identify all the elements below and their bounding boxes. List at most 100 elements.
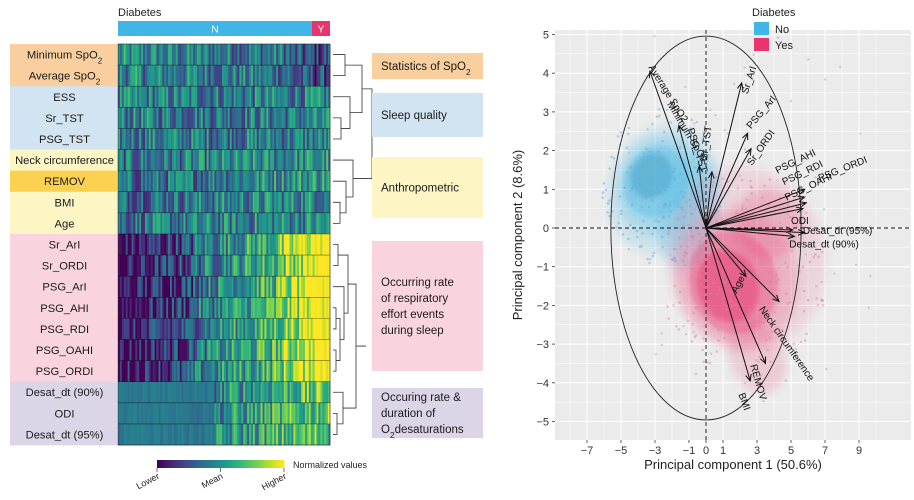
heatmap-cell [166, 402, 169, 425]
point-no [617, 222, 621, 225]
heatmap-cell [164, 233, 167, 256]
heatmap-cell [314, 381, 317, 404]
heatmap-cell [264, 297, 267, 319]
point-outlier [833, 272, 836, 275]
heatmap-cell [225, 107, 229, 129]
heatmap-cell [289, 297, 292, 319]
heatmap-cell [156, 170, 159, 193]
heatmap-cell [250, 149, 254, 171]
heatmap-cell [227, 423, 231, 446]
heatmap-cell [235, 128, 238, 150]
heatmap-cell [118, 149, 121, 171]
point-yes [721, 177, 725, 181]
heatmap-cell [293, 402, 296, 425]
heatmap-cell [283, 65, 287, 87]
heatmap-cell [210, 128, 213, 150]
heatmap-cell [218, 44, 221, 66]
point-yes [762, 274, 765, 277]
point-no [657, 107, 661, 111]
point-no [625, 171, 629, 175]
loading-arrow-psg-rdi [705, 196, 805, 229]
heatmap-cell [202, 381, 206, 404]
heatmap-cell [208, 402, 211, 425]
point-yes [678, 290, 682, 294]
heatmap-cell [231, 212, 234, 235]
heatmap-cell [171, 107, 175, 129]
heatmap-cell [252, 107, 256, 129]
heatmap-cell [304, 360, 308, 383]
heatmap-cell [137, 276, 140, 298]
heatmap-cell [152, 423, 155, 446]
heatmap-cell [162, 212, 165, 235]
heatmap-cell [281, 360, 285, 383]
point-yes [698, 275, 702, 278]
heatmap-cell [173, 233, 177, 256]
point-yes [667, 317, 670, 320]
heatmap-cell [303, 233, 306, 256]
heatmap-cell [312, 423, 315, 446]
heatmap-cell [264, 170, 267, 193]
heatmap-cell [270, 402, 273, 425]
heatmap-cell [260, 149, 263, 171]
heatmap-cell [283, 402, 287, 425]
heatmap-cell [322, 381, 325, 404]
point-yes [765, 338, 768, 342]
heatmap-cell [306, 149, 310, 171]
point-outlier [859, 132, 862, 135]
heatmap-cell [289, 149, 292, 171]
heatmap-cell [156, 360, 159, 383]
dendrogram-branch [353, 88, 373, 179]
heatmap-cell [200, 44, 204, 66]
point-yes [720, 326, 723, 329]
heatmap-cell [270, 107, 273, 129]
heatmap-cell [148, 381, 152, 404]
heatmap-cell [135, 128, 138, 150]
heatmap-cell [295, 381, 298, 404]
heatmap-cell [310, 381, 314, 404]
heatmap-cell [212, 128, 215, 150]
point-no [667, 214, 671, 218]
heatmap-cell [277, 149, 281, 171]
heatmap-cell [262, 65, 265, 87]
heatmap-cell [276, 170, 279, 193]
heatmap-cell [183, 255, 186, 277]
point-no [662, 130, 666, 134]
heatmap-cell [121, 128, 125, 150]
heatmap-cell [144, 65, 148, 87]
heatmap-cell [121, 276, 125, 298]
heatmap-cell [233, 212, 236, 235]
heatmap-cell [119, 423, 123, 446]
heatmap-cell [312, 86, 315, 108]
heatmap-cell [177, 170, 181, 193]
heatmap-cell [314, 255, 317, 277]
heatmap-cell [279, 149, 283, 171]
point-no [639, 182, 643, 186]
heatmap-cell [133, 423, 136, 446]
heatmap-cell [164, 149, 167, 171]
heatmap-cell [152, 170, 155, 193]
heatmap-cell [291, 423, 294, 446]
heatmap-cell [252, 297, 256, 319]
heatmap-cell [279, 107, 283, 129]
heatmap-cell [289, 360, 292, 383]
heatmap-cell [227, 44, 231, 66]
heatmap-cell [131, 276, 134, 298]
heatmap-cell [141, 381, 144, 404]
heatmap-cell [241, 276, 244, 298]
point-outlier [714, 114, 717, 117]
heatmap-cell [129, 276, 132, 298]
heatmap-cell [247, 381, 250, 404]
heatmap-cell [270, 149, 273, 171]
heatmap-cell [154, 191, 157, 214]
point-yes [769, 280, 773, 283]
heatmap-cell [197, 233, 200, 256]
heatmap-cell [328, 402, 331, 425]
point-no [684, 251, 687, 254]
heatmap-cell [256, 128, 260, 150]
heatmap-cell [287, 233, 290, 256]
heatmap-cell [210, 149, 213, 171]
heatmap-cell [152, 107, 155, 129]
heatmap-cell [316, 107, 319, 129]
heatmap-cell [141, 255, 144, 277]
